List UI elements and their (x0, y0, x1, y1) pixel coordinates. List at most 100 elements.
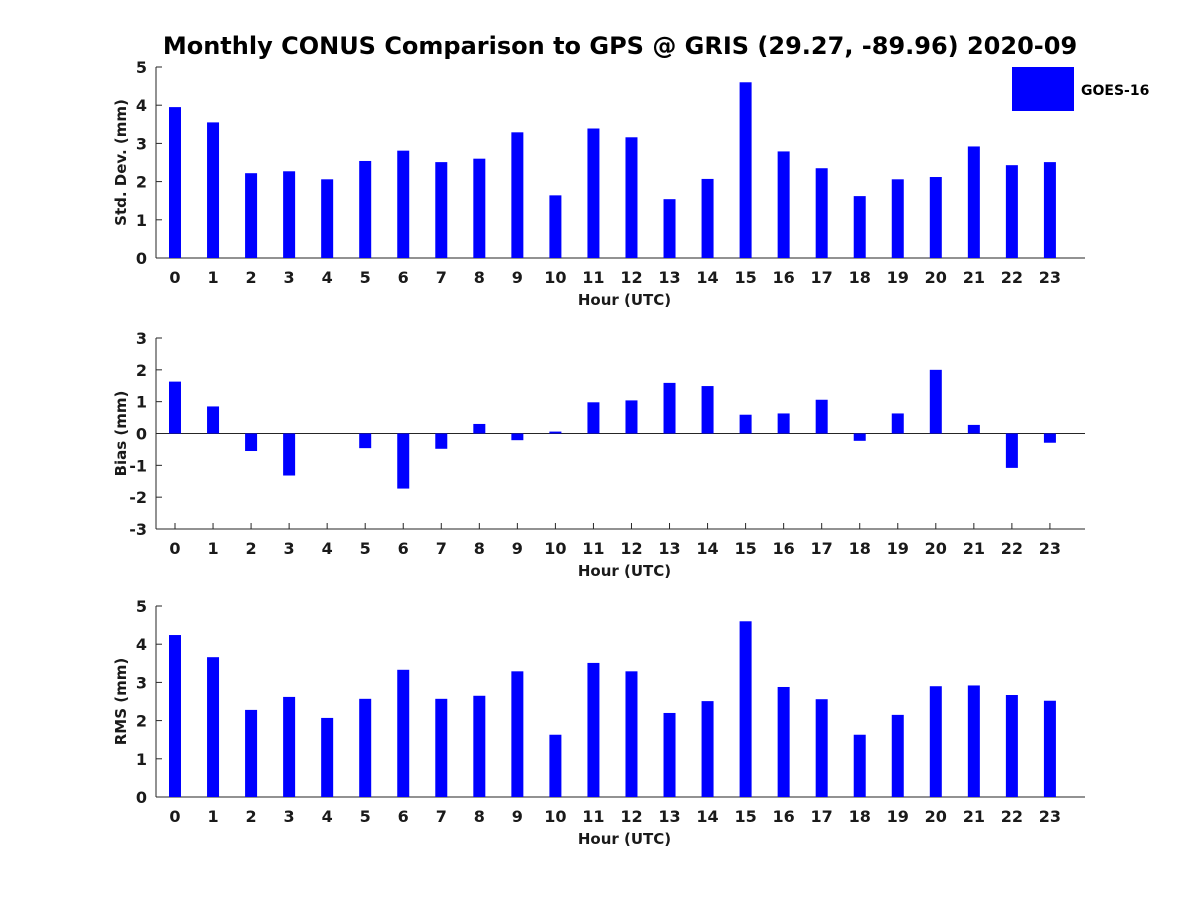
x-tick-label: 16 (773, 268, 795, 287)
x-tick-label: 15 (734, 807, 756, 826)
chart-title: Monthly CONUS Comparison to GPS @ GRIS (… (163, 32, 1077, 60)
y-tick-label: 3 (136, 673, 147, 692)
bar (169, 635, 181, 797)
x-tick-label: 13 (658, 268, 680, 287)
bar (739, 621, 752, 797)
bar (967, 424, 980, 434)
x-tick-label: 22 (1001, 268, 1023, 287)
y-tick-label: 5 (136, 597, 147, 616)
x-tick-label: 8 (474, 539, 485, 558)
y-tick-label: 4 (136, 635, 147, 654)
bar (663, 712, 676, 797)
x-tick-label: 11 (582, 539, 604, 558)
x-tick-label: 3 (284, 807, 295, 826)
bar (283, 433, 296, 476)
bar (169, 107, 181, 258)
x-axis-label: Hour (UTC) (578, 830, 671, 848)
bar (777, 413, 790, 434)
x-tick-label: 2 (246, 807, 257, 826)
x-tick-label: 12 (620, 268, 642, 287)
bar (207, 406, 220, 434)
bar (1043, 433, 1056, 443)
x-tick-label: 13 (658, 807, 680, 826)
x-tick-label: 1 (207, 268, 218, 287)
y-tick-label: 2 (136, 173, 147, 192)
x-tick-label: 20 (925, 268, 947, 287)
x-tick-label: 4 (322, 268, 333, 287)
bar (891, 179, 904, 258)
x-axis-label: Hour (UTC) (578, 562, 671, 580)
bar (1043, 162, 1056, 258)
x-tick-label: 18 (849, 539, 871, 558)
x-tick-label: 10 (544, 539, 566, 558)
y-tick-label: 1 (136, 393, 147, 412)
bar (815, 699, 828, 797)
bar (701, 178, 714, 258)
x-tick-label: 0 (169, 807, 180, 826)
x-tick-label: 19 (887, 268, 909, 287)
x-tick-label: 18 (849, 268, 871, 287)
bar (473, 423, 486, 434)
bar (397, 150, 410, 258)
bar (815, 168, 828, 258)
x-tick-label: 20 (925, 539, 947, 558)
x-tick-label: 9 (512, 807, 523, 826)
bar (625, 671, 638, 797)
x-tick-label: 12 (620, 539, 642, 558)
x-tick-label: 4 (322, 539, 333, 558)
bar (473, 695, 486, 797)
bar (967, 146, 980, 258)
x-tick-label: 0 (169, 268, 180, 287)
y-tick-label: -2 (129, 488, 147, 507)
x-tick-label: 23 (1039, 807, 1061, 826)
x-tick-label: 2 (246, 539, 257, 558)
y-tick-label: 0 (136, 249, 147, 268)
y-tick-label: 3 (136, 134, 147, 153)
x-tick-label: 14 (696, 539, 718, 558)
bar (245, 173, 258, 258)
y-tick-label: 4 (136, 96, 147, 115)
bar (701, 386, 714, 434)
bar (853, 433, 866, 441)
x-tick-label: 13 (658, 539, 680, 558)
y-axis-label: Std. Dev. (mm) (112, 99, 130, 226)
bar (549, 431, 562, 434)
x-tick-label: 10 (544, 268, 566, 287)
y-axis-label: RMS (mm) (112, 658, 130, 745)
legend-swatch (1012, 67, 1074, 111)
y-tick-label: 2 (136, 361, 147, 380)
bar (663, 382, 676, 434)
bar (245, 433, 258, 452)
x-tick-label: 20 (925, 807, 947, 826)
y-tick-label: 1 (136, 211, 147, 230)
bar (929, 686, 942, 797)
x-tick-label: 8 (474, 807, 485, 826)
bar (853, 734, 866, 797)
bar (853, 196, 866, 258)
y-tick-label: -1 (129, 456, 147, 475)
x-tick-label: 5 (360, 807, 371, 826)
bar (397, 669, 410, 797)
bar (891, 714, 904, 797)
x-tick-label: 3 (284, 268, 295, 287)
x-tick-label: 1 (207, 539, 218, 558)
x-tick-label: 23 (1039, 539, 1061, 558)
x-tick-label: 9 (512, 268, 523, 287)
y-tick-label: 0 (136, 425, 147, 444)
x-tick-label: 8 (474, 268, 485, 287)
bar (587, 402, 600, 434)
y-tick-label: 5 (136, 58, 147, 77)
bar (929, 177, 942, 258)
x-tick-label: 21 (963, 268, 985, 287)
bar (739, 414, 752, 434)
bar (435, 698, 448, 797)
x-tick-label: 16 (773, 539, 795, 558)
bar (891, 413, 904, 434)
bar (511, 433, 524, 441)
bar (511, 132, 524, 258)
x-tick-label: 6 (398, 539, 409, 558)
bar (473, 158, 486, 258)
y-tick-label: -3 (129, 520, 147, 539)
x-tick-label: 0 (169, 539, 180, 558)
